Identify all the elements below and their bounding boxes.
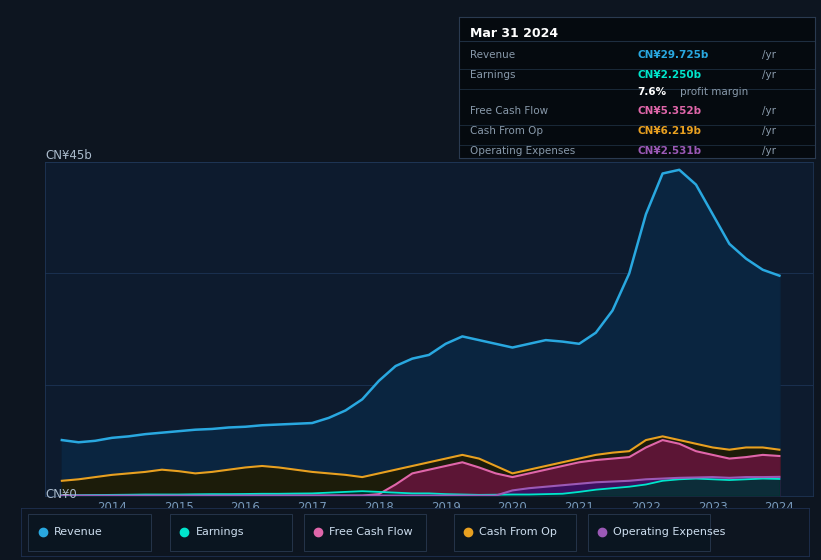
FancyBboxPatch shape	[588, 514, 710, 551]
Text: Free Cash Flow: Free Cash Flow	[470, 106, 548, 116]
Text: CN¥45b: CN¥45b	[45, 150, 92, 162]
FancyBboxPatch shape	[29, 514, 150, 551]
Text: Operating Expenses: Operating Expenses	[470, 146, 575, 156]
Text: CN¥0: CN¥0	[45, 488, 77, 501]
Text: /yr: /yr	[762, 126, 776, 136]
Text: 7.6%: 7.6%	[637, 87, 666, 96]
Text: Mar 31 2024: Mar 31 2024	[470, 27, 557, 40]
Text: CN¥29.725b: CN¥29.725b	[637, 50, 709, 60]
Text: profit margin: profit margin	[680, 87, 748, 96]
FancyBboxPatch shape	[170, 514, 292, 551]
Text: CN¥5.352b: CN¥5.352b	[637, 106, 701, 116]
FancyBboxPatch shape	[305, 514, 426, 551]
Text: CN¥6.219b: CN¥6.219b	[637, 126, 701, 136]
Text: Cash From Op: Cash From Op	[470, 126, 543, 136]
Text: CN¥2.250b: CN¥2.250b	[637, 69, 701, 80]
Text: Earnings: Earnings	[195, 527, 244, 536]
Text: Revenue: Revenue	[53, 527, 103, 536]
Text: CN¥2.531b: CN¥2.531b	[637, 146, 701, 156]
Text: /yr: /yr	[762, 50, 776, 60]
Text: /yr: /yr	[762, 106, 776, 116]
Text: /yr: /yr	[762, 69, 776, 80]
Text: Revenue: Revenue	[470, 50, 515, 60]
Text: Operating Expenses: Operating Expenses	[613, 527, 726, 536]
Text: Earnings: Earnings	[470, 69, 515, 80]
FancyBboxPatch shape	[454, 514, 576, 551]
Text: /yr: /yr	[762, 146, 776, 156]
Text: Free Cash Flow: Free Cash Flow	[329, 527, 413, 536]
Text: Cash From Op: Cash From Op	[479, 527, 557, 536]
